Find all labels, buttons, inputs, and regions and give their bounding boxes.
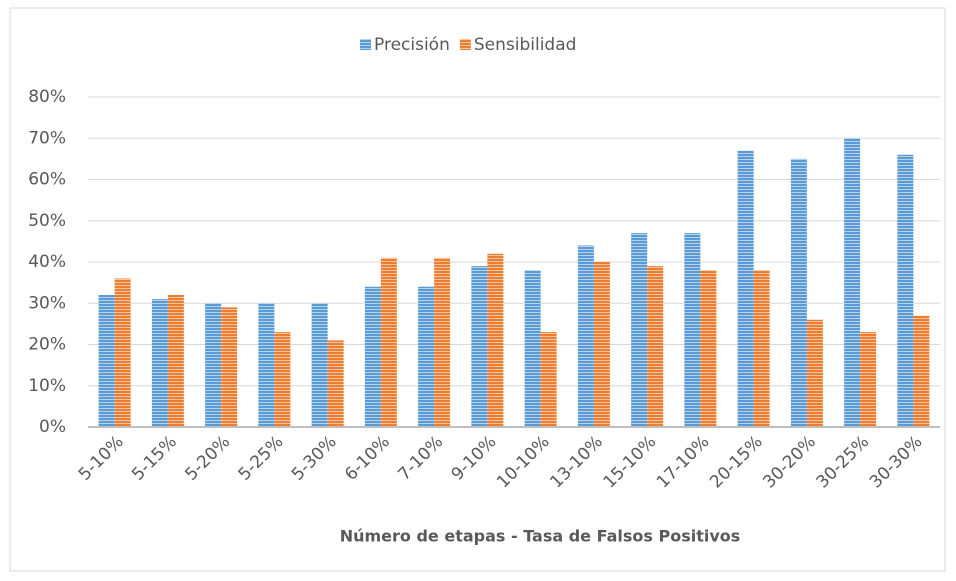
bar [151,299,168,427]
y-tick-label: 20% [28,335,66,355]
bar [631,233,648,427]
bar [487,253,504,427]
bar [274,332,291,427]
y-tick-label: 10% [28,376,66,396]
bar [364,286,381,427]
y-tick-label: 40% [28,252,66,272]
y-tick-label: 50% [28,211,66,231]
bar [311,303,328,427]
bar [790,158,807,427]
bar [577,245,594,427]
y-tick-label: 60% [28,170,66,190]
bar [221,307,238,427]
bar [434,257,451,427]
bar [913,315,930,427]
x-axis-title: Número de etapas - Tasa de Falsos Positi… [340,527,741,546]
y-tick-label: 30% [28,293,66,313]
legend-label: Sensibilidad [474,35,577,55]
bar [647,266,664,427]
bar [380,257,397,427]
bar [540,332,557,427]
bar [897,154,914,427]
bar [167,295,184,427]
bar [327,340,344,427]
bar [418,286,435,427]
bar [737,150,754,427]
legend-swatch [360,39,371,50]
bar [258,303,275,427]
bar [98,295,115,427]
y-tick-label: 70% [28,128,66,148]
bar [860,332,877,427]
y-tick-label: 80% [28,87,66,107]
bar [700,270,717,427]
bar [806,319,823,427]
bar [753,270,770,427]
legend-label: Precisión [374,35,450,55]
bar [471,266,488,427]
bar [593,262,610,427]
bar [684,233,701,427]
legend-swatch [459,39,471,50]
bar [114,278,131,427]
bar [205,303,222,427]
bar [844,138,861,427]
bar [524,270,541,427]
y-tick-label: 0% [39,417,66,437]
